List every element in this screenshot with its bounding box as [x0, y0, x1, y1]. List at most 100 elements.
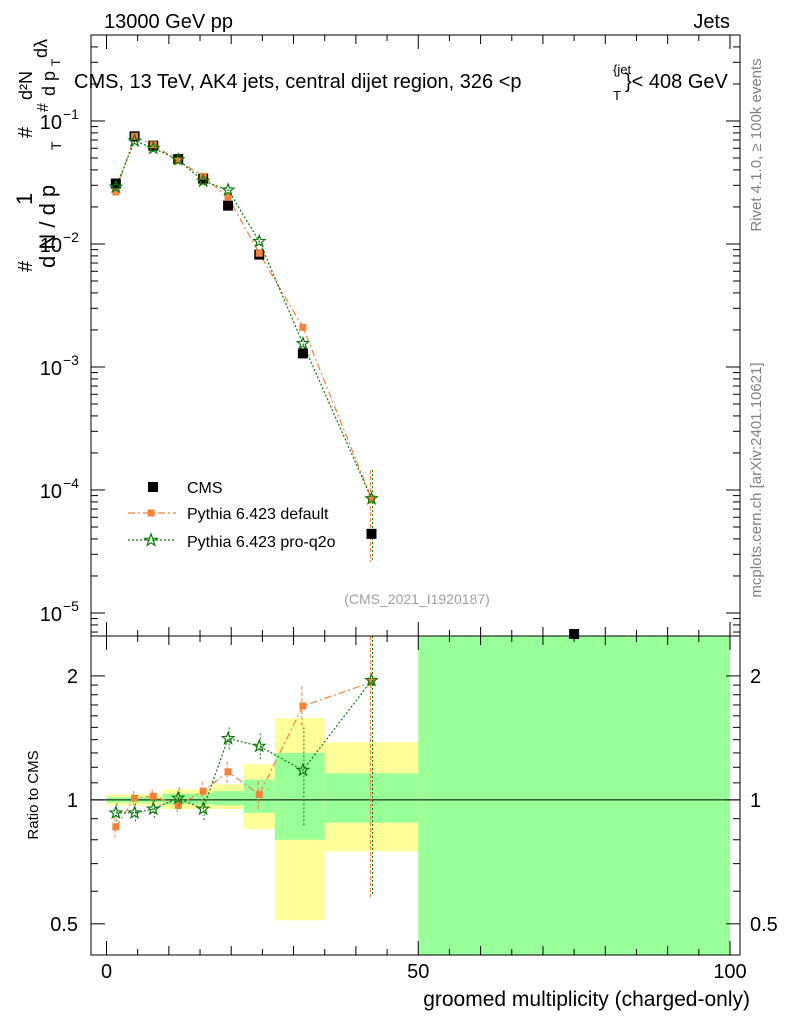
point-cms-0	[110, 178, 121, 189]
side-label-mcplots: mcplots.cern.ch [arXiv:2401.10621]	[748, 362, 765, 597]
ratio-point-proq2o-8	[364, 672, 379, 687]
ytick-label-main-3: 10	[40, 235, 62, 257]
band-green-2	[212, 791, 244, 806]
point-proq2o-7	[295, 335, 311, 350]
xtick-label-1: 50	[407, 961, 429, 983]
point-proq2o-4	[195, 173, 211, 188]
ytick-label-ratio-1: 1	[67, 790, 78, 812]
ylabel-outer-num: #	[35, 103, 52, 112]
band-green-1	[162, 793, 213, 805]
point-proq2o-6	[252, 233, 267, 248]
xtick-label-0: 0	[101, 961, 112, 983]
point-cms-7	[297, 348, 308, 359]
ratio-point-proq2o-6	[251, 738, 267, 753]
legend: CMS Pythia 6.423 default Pythia 6.423 pr…	[128, 480, 336, 551]
point-default-2	[149, 141, 157, 149]
ratio-point-proq2o-0	[108, 805, 124, 820]
point-proq2o-2	[145, 140, 161, 155]
plot-title: CMS, 13 TeV, AK4 jets, central dijet reg…	[74, 62, 729, 103]
ytick-label-exp-3: −2	[63, 229, 79, 245]
ratio-point-default-4	[199, 787, 207, 795]
ylabel-outer-den: d N / d p	[35, 185, 60, 268]
x-axis-label: groomed multiplicity (charged-only)	[423, 988, 750, 1011]
ytick-label-exp-1: −4	[63, 475, 79, 491]
side-label-rivet: Rivet 4.1.0, ≥ 100k events	[748, 58, 765, 231]
legend-label-proq2o: Pythia 6.423 pro-q2o	[187, 534, 336, 551]
point-proq2o-8	[364, 491, 379, 505]
ratio-point-proq2o-5	[220, 730, 236, 745]
ylabel-hash-left: #	[15, 260, 37, 272]
ratio-point-default-8	[367, 678, 375, 686]
legend-label-cms: CMS	[187, 480, 223, 497]
legend-item-proq2o: Pythia 6.423 pro-q2o	[128, 532, 336, 551]
y-axis-label-main: 1 d N / d p T # # # d²N d p T dλ	[12, 39, 64, 272]
point-default-3	[174, 157, 182, 165]
ratio-point-proq2o-7	[295, 762, 311, 777]
point-proq2o-3	[170, 151, 186, 166]
ratio-uncertainty-bands	[106, 636, 730, 955]
legend-marker-cms	[148, 482, 158, 492]
header-left: 13000 GeV pp	[104, 11, 233, 33]
point-default-8	[367, 495, 375, 503]
ytick-label-main-0: 10	[40, 604, 62, 626]
legend-marker-default	[147, 509, 155, 517]
ytick-label-ratio-right-1: 1	[750, 790, 761, 812]
ratio-point-default-0	[112, 823, 120, 831]
point-proq2o-1	[127, 133, 142, 148]
plot-title-main: CMS, 13 TeV, AK4 jets, central dijet reg…	[74, 71, 522, 93]
ylabel-den: d p	[39, 71, 59, 96]
xtick-label-2: 100	[713, 961, 746, 983]
ratio-series	[108, 636, 379, 898]
plot-title-sup: {jet	[613, 62, 631, 77]
ytick-label-ratio-right-2: 2	[750, 666, 761, 688]
ytick-label-main-1: 10	[40, 481, 62, 503]
point-default-0	[112, 188, 120, 196]
legend-item-default: Pythia 6.423 default	[128, 506, 329, 523]
ratio-ylabel: Ratio to CMS	[25, 750, 42, 839]
ratio-point-default-2	[149, 792, 157, 800]
main-series	[108, 131, 580, 639]
ratio-line-proq2o	[115, 680, 372, 814]
point-proq2o-0	[108, 179, 124, 194]
point-default-6	[255, 249, 263, 257]
ratio-point-proq2o-1	[127, 805, 142, 820]
ylabel-den-end: dλ	[31, 39, 51, 58]
ratio-frame	[90, 635, 741, 956]
ytick-label-main-4: 10	[40, 112, 62, 134]
band-green-5	[324, 773, 419, 823]
ratio-ticks: 0.5 0.5 1 1 2 2	[50, 666, 778, 936]
ratio-point-proq2o-3	[170, 790, 186, 805]
plot-title-sub: T	[613, 88, 621, 103]
band-green-6	[418, 636, 730, 955]
main-ticks: 10−510−410−310−210−1	[40, 34, 740, 633]
ylabel-den-sub: T	[49, 58, 63, 66]
legend-label-default: Pythia 6.423 default	[187, 506, 329, 523]
point-default-5	[224, 193, 232, 201]
watermark: (CMS_2021_I1920187)	[344, 591, 490, 607]
ratio-point-proq2o-2	[145, 801, 161, 816]
ratio-point-default-5	[224, 768, 232, 776]
x-ticks: 0 50 100	[101, 35, 747, 983]
point-cms-8	[366, 528, 377, 539]
ytick-label-ratio-2: 2	[67, 666, 78, 688]
ytick-label-exp-2: −3	[63, 352, 79, 368]
ratio-point-default-7	[299, 702, 307, 710]
point-cms-5	[223, 200, 234, 211]
ratio-point-default-1	[131, 794, 139, 802]
ylabel-outer-den-sub: T	[48, 141, 64, 150]
ytick-label-exp-0: −5	[63, 598, 79, 614]
band-green-4	[274, 752, 325, 840]
ylabel-num: d²N	[16, 71, 36, 100]
ratio-point-proq2o-4	[195, 801, 211, 816]
line-default	[115, 135, 373, 499]
ytick-label-main-2: 10	[40, 358, 62, 380]
plot-title-end: }< 408 GeV	[625, 71, 729, 93]
ratio-point-default-3	[174, 801, 182, 809]
point-default-7	[299, 323, 307, 331]
ytick-label-exp-4: −1	[63, 106, 79, 122]
legend-marker-proq2o	[142, 532, 160, 547]
ratio-point-default-6	[255, 791, 263, 799]
line-proq2o	[115, 140, 373, 499]
ylabel-one: 1	[12, 193, 37, 205]
